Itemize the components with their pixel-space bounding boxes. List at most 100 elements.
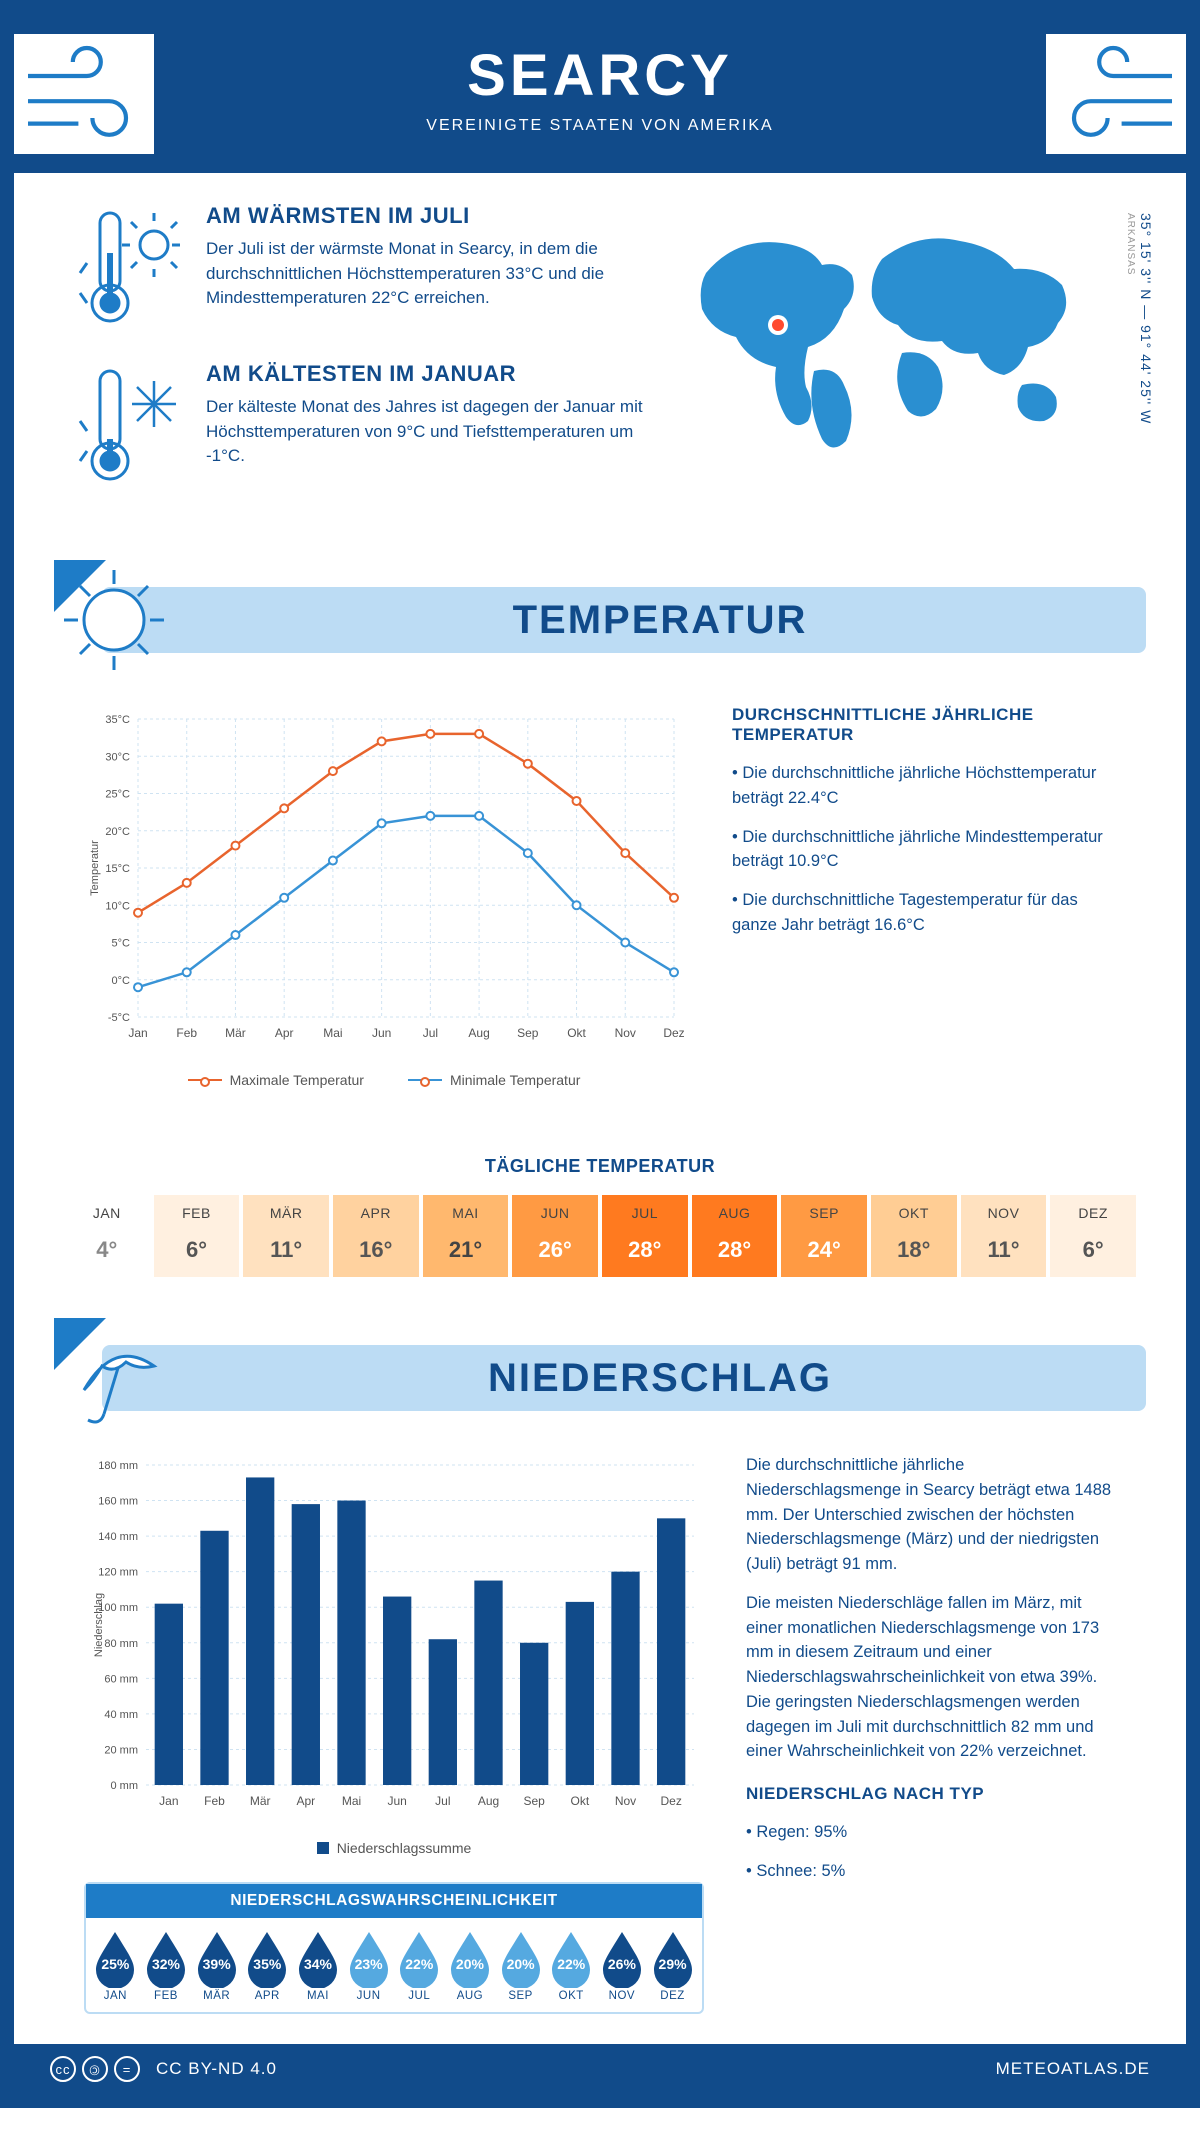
- daily-temp-cell: JUL28°: [602, 1195, 688, 1277]
- svg-text:Temperatur: Temperatur: [89, 840, 101, 896]
- svg-text:Aug: Aug: [468, 1026, 489, 1040]
- svg-text:Jun: Jun: [387, 1794, 406, 1808]
- coldest-text: Der kälteste Monat des Jahres ist dagege…: [206, 395, 656, 469]
- svg-text:Sep: Sep: [517, 1026, 539, 1040]
- license-icons: cc🄯= CC BY-ND 4.0: [50, 2056, 277, 2082]
- legend-max: Maximale Temperatur: [230, 1072, 364, 1088]
- svg-text:Jul: Jul: [435, 1794, 450, 1808]
- svg-text:Jan: Jan: [128, 1026, 147, 1040]
- avg-temp-bullet: • Die durchschnittliche jährliche Mindes…: [732, 825, 1116, 875]
- svg-text:Feb: Feb: [176, 1026, 197, 1040]
- avg-temp-bullet: • Die durchschnittliche jährliche Höchst…: [732, 761, 1116, 811]
- coldest-block: AM KÄLTESTEN IM JANUAR Der kälteste Mona…: [74, 361, 656, 491]
- license-text: CC BY-ND 4.0: [156, 2059, 277, 2079]
- prob-drop: 23% JUN: [344, 1928, 394, 2002]
- prob-drop: 32% FEB: [141, 1928, 191, 2002]
- precip-text: Die meisten Niederschläge fallen im März…: [746, 1591, 1116, 1764]
- svg-text:Feb: Feb: [204, 1794, 225, 1808]
- footer: cc🄯= CC BY-ND 4.0 METEOATLAS.DE: [14, 2044, 1186, 2094]
- temperature-title: TEMPERATUR: [174, 598, 1146, 643]
- svg-text:Mär: Mär: [250, 1794, 271, 1808]
- svg-text:20°C: 20°C: [105, 826, 130, 838]
- temperature-section-header: TEMPERATUR: [54, 555, 1146, 685]
- svg-text:0 mm: 0 mm: [111, 1780, 139, 1792]
- thermometer-hot-icon: [74, 203, 184, 333]
- wind-icon: [14, 34, 154, 154]
- prob-drop: 25% JAN: [90, 1928, 140, 2002]
- thermometer-cold-icon: [74, 361, 184, 491]
- svg-text:Mär: Mär: [225, 1026, 246, 1040]
- avg-temp-title: DURCHSCHNITTLICHE JÄHRLICHE TEMPERATUR: [732, 705, 1116, 745]
- daily-temp-grid: JAN4° FEB6° MÄR11° APR16° MAI21° JUN26° …: [14, 1195, 1186, 1313]
- svg-text:Nov: Nov: [615, 1026, 636, 1040]
- header: SEARCY VEREINIGTE STAATEN VON AMERIKA: [14, 14, 1186, 173]
- city-title: SEARCY: [94, 42, 1106, 109]
- temperature-legend: .leg-line:nth-child(1)::after{border-col…: [84, 1072, 684, 1088]
- daily-temp-cell: DEZ6°: [1050, 1195, 1136, 1277]
- daily-temp-cell: NOV11°: [961, 1195, 1047, 1277]
- prob-drop: 22% JUL: [394, 1928, 444, 2002]
- svg-text:Niederschlag: Niederschlag: [93, 1593, 105, 1657]
- site-name: METEOATLAS.DE: [996, 2059, 1150, 2079]
- precip-legend: Niederschlagssumme: [84, 1840, 704, 1856]
- svg-text:0°C: 0°C: [112, 975, 131, 987]
- svg-text:Aug: Aug: [478, 1794, 499, 1808]
- svg-text:Sep: Sep: [523, 1794, 545, 1808]
- prob-title: NIEDERSCHLAGSWAHRSCHEINLICHKEIT: [86, 1884, 702, 1918]
- daily-temp-cell: SEP24°: [781, 1195, 867, 1277]
- svg-text:Jun: Jun: [372, 1026, 391, 1040]
- legend-min: Minimale Temperatur: [450, 1072, 580, 1088]
- svg-text:Jan: Jan: [159, 1794, 178, 1808]
- coldest-title: AM KÄLTESTEN IM JANUAR: [206, 361, 656, 387]
- svg-text:Apr: Apr: [296, 1794, 315, 1808]
- svg-text:Mai: Mai: [342, 1794, 361, 1808]
- prob-drop: 29% DEZ: [648, 1928, 698, 2002]
- intro-section: AM WÄRMSTEN IM JULI Der Juli ist der wär…: [14, 173, 1186, 555]
- svg-text:30°C: 30°C: [105, 751, 130, 763]
- svg-text:25°C: 25°C: [105, 789, 130, 801]
- temperature-summary: DURCHSCHNITTLICHE JÄHRLICHE TEMPERATUR •…: [732, 705, 1116, 1088]
- precip-bytype-item: • Schnee: 5%: [746, 1859, 1116, 1884]
- warmest-text: Der Juli ist der wärmste Monat in Searcy…: [206, 237, 656, 311]
- precip-summary: Die durchschnittliche jährliche Niedersc…: [746, 1453, 1116, 2014]
- svg-text:180 mm: 180 mm: [98, 1460, 138, 1472]
- daily-temp-cell: MÄR11°: [243, 1195, 329, 1277]
- svg-text:Dez: Dez: [660, 1794, 681, 1808]
- precip-probability-box: NIEDERSCHLAGSWAHRSCHEINLICHKEIT 25% JAN …: [84, 1882, 704, 2014]
- daily-temp-cell: APR16°: [333, 1195, 419, 1277]
- avg-temp-bullet: • Die durchschnittliche Tagestemperatur …: [732, 888, 1116, 938]
- svg-text:Nov: Nov: [615, 1794, 636, 1808]
- prob-drop: 39% MÄR: [192, 1928, 242, 2002]
- world-map: 35° 15' 3'' N — 91° 44' 25'' W ARKANSAS: [686, 203, 1126, 519]
- precip-bar-chart: 0 mm20 mm40 mm60 mm80 mm100 mm120 mm140 …: [84, 1453, 704, 1823]
- prob-drop: 20% AUG: [445, 1928, 495, 2002]
- precip-bytype-title: NIEDERSCHLAG NACH TYP: [746, 1784, 1116, 1804]
- precip-text: Die durchschnittliche jährliche Niedersc…: [746, 1453, 1116, 1577]
- precip-bytype-item: • Regen: 95%: [746, 1820, 1116, 1845]
- svg-text:Apr: Apr: [275, 1026, 294, 1040]
- daily-temp-cell: MAI21°: [423, 1195, 509, 1277]
- svg-text:15°C: 15°C: [105, 863, 130, 875]
- prob-drop: 35% APR: [242, 1928, 292, 2002]
- coordinates: 35° 15' 3'' N — 91° 44' 25'' W: [1138, 213, 1154, 424]
- svg-text:-5°C: -5°C: [108, 1012, 130, 1024]
- daily-temp-cell: AUG28°: [692, 1195, 778, 1277]
- legend-precip: Niederschlagssumme: [337, 1840, 472, 1856]
- svg-text:20 mm: 20 mm: [104, 1744, 138, 1756]
- svg-text:40 mm: 40 mm: [104, 1709, 138, 1721]
- daily-temp-cell: JUN26°: [512, 1195, 598, 1277]
- svg-text:Dez: Dez: [663, 1026, 684, 1040]
- prob-drop: 34% MAI: [293, 1928, 343, 2002]
- svg-text:Okt: Okt: [567, 1026, 586, 1040]
- daily-temp-cell: OKT18°: [871, 1195, 957, 1277]
- svg-text:120 mm: 120 mm: [98, 1567, 138, 1579]
- region-label: ARKANSAS: [1125, 213, 1136, 275]
- svg-text:160 mm: 160 mm: [98, 1496, 138, 1508]
- precip-section-header: NIEDERSCHLAG: [54, 1313, 1146, 1443]
- daily-temp-title: TÄGLICHE TEMPERATUR: [14, 1156, 1186, 1177]
- prob-drop: 22% OKT: [546, 1928, 596, 2002]
- sun-icon: [54, 560, 174, 680]
- svg-text:5°C: 5°C: [112, 938, 131, 950]
- prob-drop: 20% SEP: [496, 1928, 546, 2002]
- umbrella-icon: [54, 1318, 174, 1438]
